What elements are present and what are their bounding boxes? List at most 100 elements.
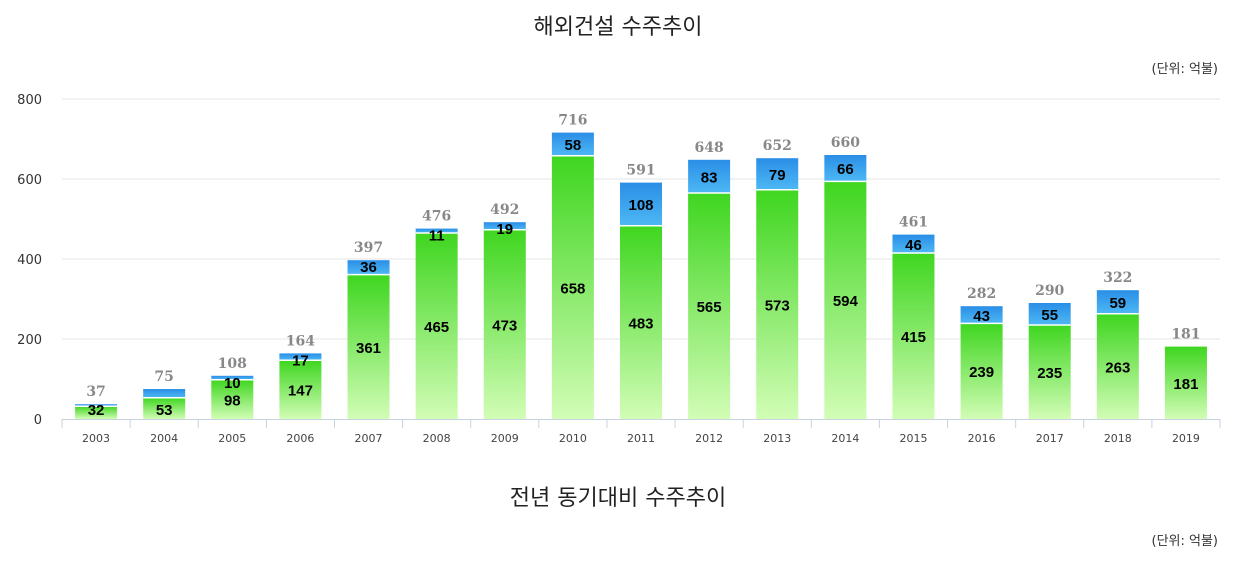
bar-value-label: 59 <box>1109 295 1126 312</box>
x-tick-label: 2008 <box>423 432 451 445</box>
x-tick-label: 2006 <box>286 432 314 445</box>
bar-segment-top <box>620 182 662 226</box>
bar-total-label: 322 <box>1103 270 1132 286</box>
bar-value-label: 361 <box>356 340 381 357</box>
bars <box>75 132 1207 420</box>
bar-value-label: 98 <box>224 392 241 409</box>
bar-segment-bottom <box>75 406 118 419</box>
x-tick-label: 2012 <box>695 432 723 445</box>
x-tick-label: 2007 <box>355 432 383 445</box>
bar-total-label: 290 <box>1035 283 1064 299</box>
bar-segment-top <box>211 375 254 380</box>
bar-value-label: 573 <box>765 297 790 314</box>
bar-segment-top <box>143 389 186 398</box>
bar-value-label: 83 <box>701 169 718 186</box>
bar-segment-bottom <box>483 229 526 419</box>
bar-value-label: 483 <box>628 315 653 332</box>
y-tick-label: 800 <box>17 93 42 108</box>
bar-value-label: 19 <box>496 221 513 238</box>
bar-segment-bottom <box>143 397 186 419</box>
bar-value-label: 415 <box>901 329 926 346</box>
bar-segment-bottom <box>279 360 322 419</box>
second-chart-title: 전년 동기대비 수주추이 <box>510 486 726 511</box>
bar-value-label: 465 <box>424 319 449 336</box>
x-tick-label: 2016 <box>968 432 996 445</box>
bar-total-label: 164 <box>286 333 315 349</box>
x-tick-label: 2009 <box>491 432 519 445</box>
bar-value-label: 235 <box>1037 365 1062 382</box>
bar-total-label: 181 <box>1171 327 1200 343</box>
bar-segment-top <box>347 260 390 275</box>
bar-total-label: 648 <box>695 140 724 156</box>
bar-value-label: 263 <box>1105 359 1130 376</box>
x-tick-label: 2010 <box>559 432 587 445</box>
bar-segment-bottom <box>892 253 935 419</box>
bar-segment-bottom <box>1096 313 1139 419</box>
x-tick-label: 2005 <box>218 432 246 445</box>
x-tick-label: 2015 <box>899 432 927 445</box>
bar-segment-bottom <box>960 323 1003 419</box>
unit-label: (단위: 억불) <box>1152 62 1219 77</box>
bar-value-label: 79 <box>769 167 786 184</box>
bar-segment-top <box>483 222 526 230</box>
y-axis-ticks: 0 200 400 600 800 <box>17 93 42 428</box>
x-tick-label: 2014 <box>831 432 859 445</box>
bar-segment-bottom <box>756 189 799 419</box>
bar-total-label: 660 <box>831 135 860 151</box>
bar-value-label: 55 <box>1041 307 1058 324</box>
x-axis: 2003 2004 2005 2006 2007 2008 2009 2010 2011 2012… <box>61 419 1221 445</box>
bar-segment-top <box>892 234 935 253</box>
x-tick-label: 2003 <box>82 432 110 445</box>
bar-total-label: 492 <box>490 202 519 218</box>
bar-value-label: 147 <box>288 383 313 400</box>
bar-value-label: 473 <box>492 317 517 334</box>
x-tick-label: 2017 <box>1036 432 1064 445</box>
bar-value-label: 43 <box>973 308 990 325</box>
bar-value-label: 10 <box>224 375 241 392</box>
bar-value-label: 658 <box>560 280 585 297</box>
y-tick-label: 400 <box>17 253 42 268</box>
bar-total-label: 75 <box>154 369 173 385</box>
bar-segment-top <box>279 353 322 361</box>
x-tick-label: 2011 <box>627 432 655 445</box>
bar-total-label: 108 <box>218 356 247 372</box>
x-tick-label: 2018 <box>1104 432 1132 445</box>
bar-value-label: 66 <box>837 161 854 178</box>
x-tick-label: 2019 <box>1172 432 1200 445</box>
bar-segment-top <box>1028 303 1071 325</box>
x-tick-label: 2004 <box>150 432 178 445</box>
bar-value-label: 58 <box>565 137 582 154</box>
bar-total-label: 476 <box>422 209 451 225</box>
bar-value-label: 46 <box>905 237 922 254</box>
y-tick-label: 200 <box>17 333 42 348</box>
bar-segment-top <box>824 155 867 182</box>
bar-segment-bottom <box>211 379 254 419</box>
bar-total-label: 716 <box>558 113 587 129</box>
chart-title: 해외건설 수주추이 <box>534 15 703 40</box>
bar-value-label: 239 <box>969 364 994 381</box>
bar-total-label: 282 <box>967 286 996 302</box>
bar-segment-top <box>415 228 458 233</box>
bar-segment-bottom <box>347 274 390 419</box>
bar-segment-top <box>688 159 731 193</box>
total-labels: 37 75 108 164 397 476 492 716 591 648 652 660 461 282… <box>86 113 1200 401</box>
bar-segment-top <box>960 306 1003 324</box>
bar-value-label: 181 <box>1173 376 1198 393</box>
bar-segment-bottom <box>1028 325 1071 419</box>
bar-value-label: 17 <box>292 352 309 369</box>
bar-segment-top <box>75 404 118 407</box>
bar-value-label: 11 <box>429 228 445 245</box>
bar-segment-bottom <box>620 225 662 419</box>
bar-segment-top <box>551 132 594 156</box>
bar-value-label: 53 <box>156 402 173 419</box>
bar-value-label: 32 <box>88 402 105 419</box>
bar-segment-bottom <box>415 233 458 419</box>
bar-value-label: 36 <box>360 259 377 276</box>
bar-value-label: 565 <box>697 299 722 316</box>
bar-total-label: 397 <box>354 240 383 256</box>
bar-segment-bottom <box>824 181 867 419</box>
bar-segment-bottom <box>688 193 731 419</box>
bar-segment-top <box>1096 290 1139 314</box>
